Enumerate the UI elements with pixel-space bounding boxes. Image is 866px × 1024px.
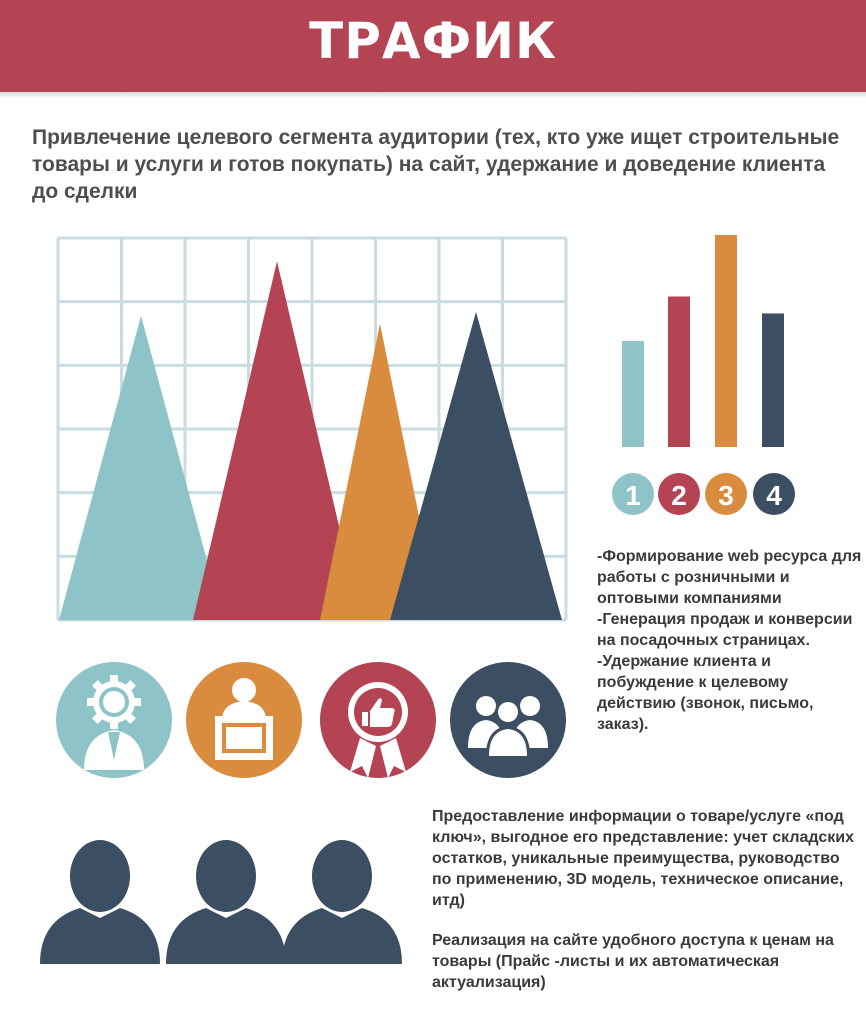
gear-person-icon	[56, 662, 172, 778]
pricing-text: Реализация на сайте удобного доступа к ц…	[432, 932, 834, 991]
badge-label-3: 3	[718, 480, 734, 511]
triangle-chart	[59, 261, 562, 620]
page-title: ТРАФИК	[309, 12, 557, 70]
triangle-mark-1	[59, 315, 223, 620]
thumbs-up-award-icon	[320, 662, 436, 778]
badge-circle-4	[753, 473, 795, 515]
badge-circle-1	[612, 473, 654, 515]
bar-chart	[622, 235, 784, 447]
team-icon	[450, 662, 566, 778]
bar-mark-4	[762, 313, 784, 447]
speaker-podium-icon	[186, 662, 302, 778]
people-silhouettes-icon	[40, 840, 402, 964]
bar-mark-2	[668, 296, 690, 447]
intro-text: Привлечение целевого сегмента аудитории …	[32, 126, 840, 203]
badge-label-4: 4	[766, 480, 782, 511]
triangle-mark-3	[320, 323, 440, 620]
triangle-mark-2	[193, 261, 361, 620]
services-text: -Формирование web ресурса для работы с р…	[597, 548, 862, 733]
header-shadow	[0, 92, 866, 98]
badge-circle-3	[705, 473, 747, 515]
badge-label-1: 1	[625, 480, 641, 511]
header-banner	[0, 0, 866, 92]
bar-mark-1	[622, 341, 644, 447]
info-text: Предоставление информации о товаре/услуг…	[432, 808, 854, 909]
badge-label-2: 2	[671, 480, 687, 511]
badge-circle-2	[658, 473, 700, 515]
bar-mark-3	[715, 235, 737, 447]
triangle-mark-4	[390, 311, 562, 620]
